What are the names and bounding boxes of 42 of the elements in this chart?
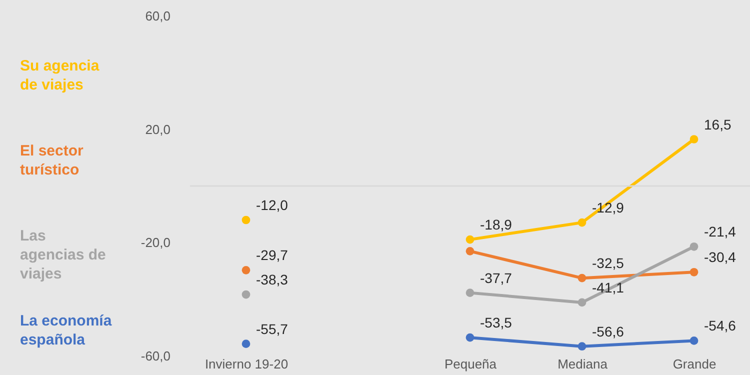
data-label: -54,6 [704, 318, 736, 334]
point [690, 268, 698, 276]
point [242, 216, 250, 224]
point [690, 336, 698, 345]
data-label: -41,1 [592, 279, 624, 296]
data-label: 16,5 [704, 116, 732, 132]
data-label: -12,0 [256, 197, 288, 213]
text: La economía española [20, 312, 112, 348]
text: Su agencia de viajes [20, 58, 100, 94]
data-label: -53,5 [480, 314, 512, 331]
x-tick-label: Invierno 19-20 [204, 356, 288, 372]
point [466, 288, 474, 297]
data-label: -30,4 [704, 249, 736, 266]
point [690, 242, 698, 251]
point [242, 290, 250, 299]
data-label: -56,6 [592, 323, 624, 340]
data-label: -37,7 [480, 270, 512, 286]
point [466, 246, 474, 256]
point [578, 298, 586, 307]
data-label: -18,9 [480, 216, 512, 233]
point [242, 340, 250, 348]
y-tick-label: -60,0 [140, 348, 170, 364]
y-tick-label: -20,0 [140, 235, 170, 250]
point [690, 135, 698, 144]
point [242, 266, 250, 274]
y-tick-label: 60,0 [145, 8, 170, 24]
point [466, 333, 474, 342]
data-label: -32,5 [592, 255, 624, 272]
x-tick-label: Pequeña [444, 356, 498, 372]
data-label: -55,7 [256, 320, 288, 337]
data-label: -38,3 [256, 272, 288, 288]
point [578, 218, 586, 227]
data-label: -29,7 [256, 247, 288, 264]
text: El sector turístico [20, 142, 84, 178]
data-label: -21,4 [704, 224, 736, 240]
text: Las agencias de viajes [20, 228, 106, 282]
x-tick-label: Grande [672, 356, 716, 372]
x-tick-label: Mediana [558, 356, 608, 372]
point [466, 235, 474, 244]
point [578, 342, 586, 351]
y-tick-label: 20,0 [145, 122, 170, 137]
point [578, 274, 586, 282]
